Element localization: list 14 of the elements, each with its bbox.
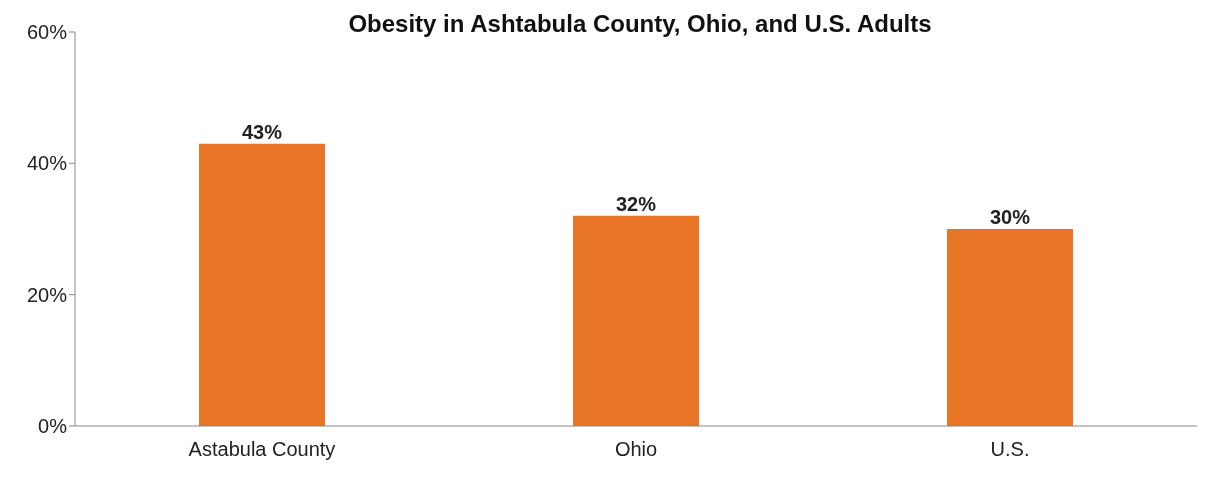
- bar: [573, 215, 699, 426]
- bar: [199, 143, 325, 426]
- bar: [947, 229, 1073, 426]
- chart-title: Obesity in Ashtabula County, Ohio, and U.S. Adults: [347, 10, 933, 38]
- data-label: 32%: [615, 192, 657, 215]
- y-tick-label: 40%: [26, 152, 68, 175]
- x-tick-label: Astabula County: [188, 438, 336, 461]
- x-tick-label: Ohio: [614, 438, 658, 461]
- y-tick-label: 0%: [38, 415, 68, 438]
- x-tick-label: U.S.: [990, 438, 1030, 461]
- y-tick-label: 20%: [26, 283, 68, 306]
- data-label: 43%: [241, 120, 283, 143]
- data-label: 30%: [989, 206, 1031, 228]
- y-tick-label: 60%: [26, 21, 68, 44]
